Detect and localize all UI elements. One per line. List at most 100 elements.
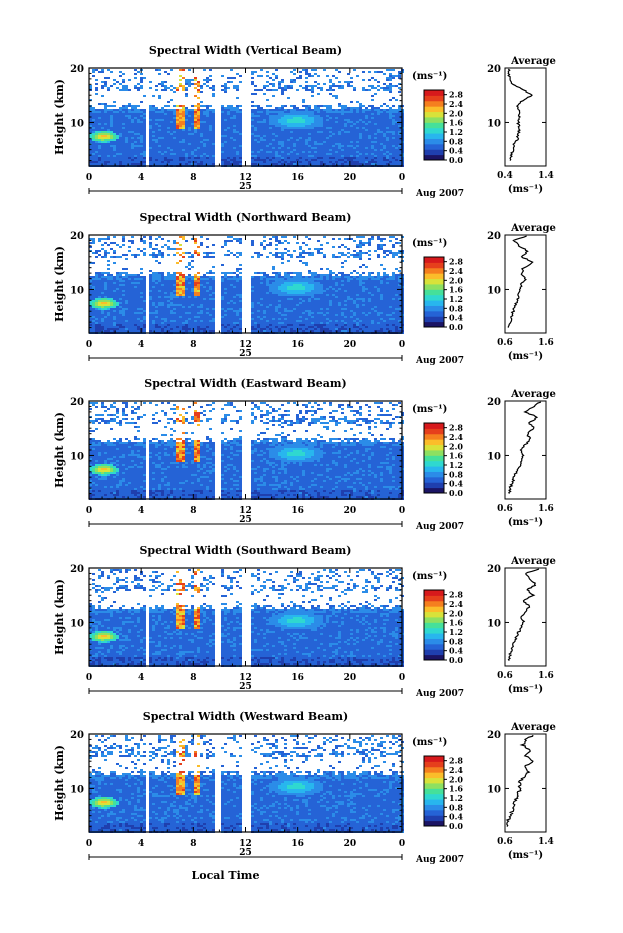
heatmap-cell: [131, 133, 134, 135]
heatmap-cell: [221, 147, 224, 149]
heatmap-cell: [311, 91, 314, 93]
heatmap-cell: [356, 155, 359, 157]
heatmap-cell: [281, 105, 284, 107]
heatmap-cell: [389, 109, 392, 111]
heatmap-cell: [365, 157, 368, 159]
heatmap-cell: [182, 139, 185, 141]
heatmap-cell: [137, 71, 140, 73]
heatmap-cell: [269, 161, 272, 163]
heatmap-cell: [158, 302, 161, 304]
heatmap-cell: [107, 111, 110, 113]
heatmap-cell: [395, 131, 398, 133]
heatmap-cell: [167, 300, 170, 302]
heatmap-cell: [179, 69, 182, 71]
heatmap-cell: [173, 113, 176, 115]
heatmap-cell: [281, 141, 284, 143]
heatmap-cell: [377, 127, 380, 129]
heatmap-cell: [230, 145, 233, 147]
heatmap-cell: [293, 133, 296, 135]
heatmap-cell: [317, 121, 320, 123]
heatmap-cell: [278, 87, 281, 89]
heatmap-cell: [290, 147, 293, 149]
heatmap-cell: [104, 242, 107, 244]
heatmap-cell: [122, 300, 125, 302]
heatmap-cell: [272, 89, 275, 91]
heatmap-cell: [203, 117, 206, 119]
heatmap-cell: [101, 290, 104, 292]
heatmap-cell: [182, 135, 185, 137]
heatmap-cell: [350, 135, 353, 137]
heatmap-cell: [122, 322, 125, 324]
heatmap-cell: [206, 133, 209, 135]
heatmap-cell: [212, 143, 215, 145]
heatmap-cell: [152, 143, 155, 145]
heatmap-cell: [287, 151, 290, 153]
heatmap-cell: [386, 143, 389, 145]
heatmap-cell: [251, 81, 254, 83]
heatmap-cell: [182, 298, 185, 300]
heatmap-cell: [101, 276, 104, 278]
heatmap-cell: [221, 141, 224, 143]
heatmap-cell: [185, 163, 188, 165]
heatmap-cell: [344, 125, 347, 127]
heatmap-cell: [152, 288, 155, 290]
heatmap-cell: [194, 117, 197, 119]
heatmap-cell: [347, 115, 350, 117]
heatmap-cell: [335, 143, 338, 145]
heatmap-cell: [137, 123, 140, 125]
heatmap-cell: [143, 282, 146, 284]
heatmap-cell: [149, 330, 152, 332]
heatmap-cell: [395, 139, 398, 141]
heatmap-cell: [311, 75, 314, 77]
heatmap-cell: [134, 330, 137, 332]
heatmap-cell: [161, 306, 164, 308]
heatmap-cell: [128, 149, 131, 151]
heatmap-cell: [170, 69, 173, 71]
heatmap-cell: [128, 155, 131, 157]
heatmap-cell: [368, 155, 371, 157]
heatmap-cell: [395, 153, 398, 155]
heatmap-cell: [194, 157, 197, 159]
heatmap-cell: [107, 284, 110, 286]
heatmap-cell: [257, 133, 260, 135]
heatmap-cell: [224, 318, 227, 320]
heatmap-cell: [290, 111, 293, 113]
heatmap-cell: [383, 131, 386, 133]
heatmap-cell: [299, 127, 302, 129]
heatmap-cell: [161, 127, 164, 129]
heatmap-cell: [149, 125, 152, 127]
heatmap-cell: [383, 155, 386, 157]
heatmap-cell: [278, 111, 281, 113]
heatmap-cell: [164, 147, 167, 149]
heatmap-cell: [365, 135, 368, 137]
heatmap-cell: [149, 131, 152, 133]
heatmap-cell: [107, 314, 110, 316]
heatmap-cell: [179, 119, 182, 121]
heatmap-cell: [227, 163, 230, 165]
x-tick-label: 8: [190, 173, 196, 183]
heatmap-cell: [290, 155, 293, 157]
heatmap-cell: [188, 276, 191, 278]
heatmap-cell: [299, 163, 302, 165]
heatmap-cell: [104, 330, 107, 332]
heatmap-cell: [221, 109, 224, 111]
heatmap-cell: [272, 85, 275, 87]
heatmap-cell: [152, 318, 155, 320]
heatmap-cell: [134, 127, 137, 129]
heatmap-cell: [212, 93, 215, 95]
heatmap-cell: [143, 145, 146, 147]
heatmap-cell: [338, 85, 341, 87]
heatmap-cell: [134, 300, 137, 302]
heatmap-cell: [113, 141, 116, 143]
heatmap-cell: [128, 103, 131, 105]
heatmap-cell: [269, 131, 272, 133]
heatmap-cell: [191, 276, 194, 278]
heatmap-cell: [101, 85, 104, 87]
heatmap-cell: [266, 81, 269, 83]
heatmap-cell: [110, 294, 113, 296]
heatmap-cell: [152, 294, 155, 296]
heatmap-cell: [200, 302, 203, 304]
heatmap-cell: [221, 308, 224, 310]
heatmap-cell: [131, 326, 134, 328]
heatmap-cell: [356, 141, 359, 143]
